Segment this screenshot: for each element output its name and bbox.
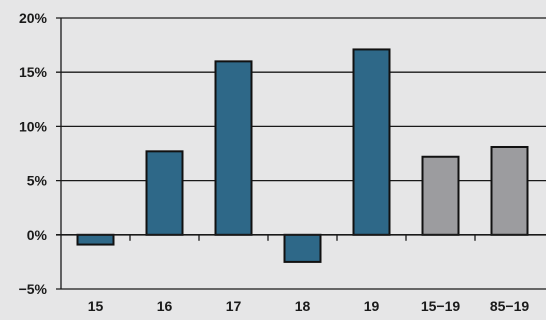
- x-tick-label: 18: [295, 298, 311, 314]
- bars: [78, 49, 528, 261]
- x-tick-label: 85−19: [490, 298, 530, 314]
- y-tick-label: −5%: [19, 281, 48, 297]
- x-tick-label: 19: [364, 298, 380, 314]
- bar: [423, 157, 459, 235]
- bar: [147, 151, 183, 234]
- y-tick-label: 0%: [27, 227, 48, 243]
- x-tick-label: 17: [226, 298, 242, 314]
- bar: [354, 49, 390, 234]
- bar: [78, 235, 114, 245]
- y-tick-label: 5%: [27, 173, 48, 189]
- y-tick-label: 20%: [19, 10, 48, 26]
- x-tick-label: 15: [88, 298, 104, 314]
- x-tick-label: 16: [157, 298, 173, 314]
- x-tick-labels: 15 16 17 18 19 15−19 85−19: [88, 298, 530, 314]
- x-tick-label: 15−19: [421, 298, 461, 314]
- bar: [285, 235, 321, 262]
- y-tick-label: 10%: [19, 118, 48, 134]
- bar: [492, 147, 528, 235]
- bar: [216, 61, 252, 234]
- y-tick-label: 15%: [19, 64, 48, 80]
- y-tick-labels: −5% 0% 5% 10% 15% 20%: [19, 10, 48, 297]
